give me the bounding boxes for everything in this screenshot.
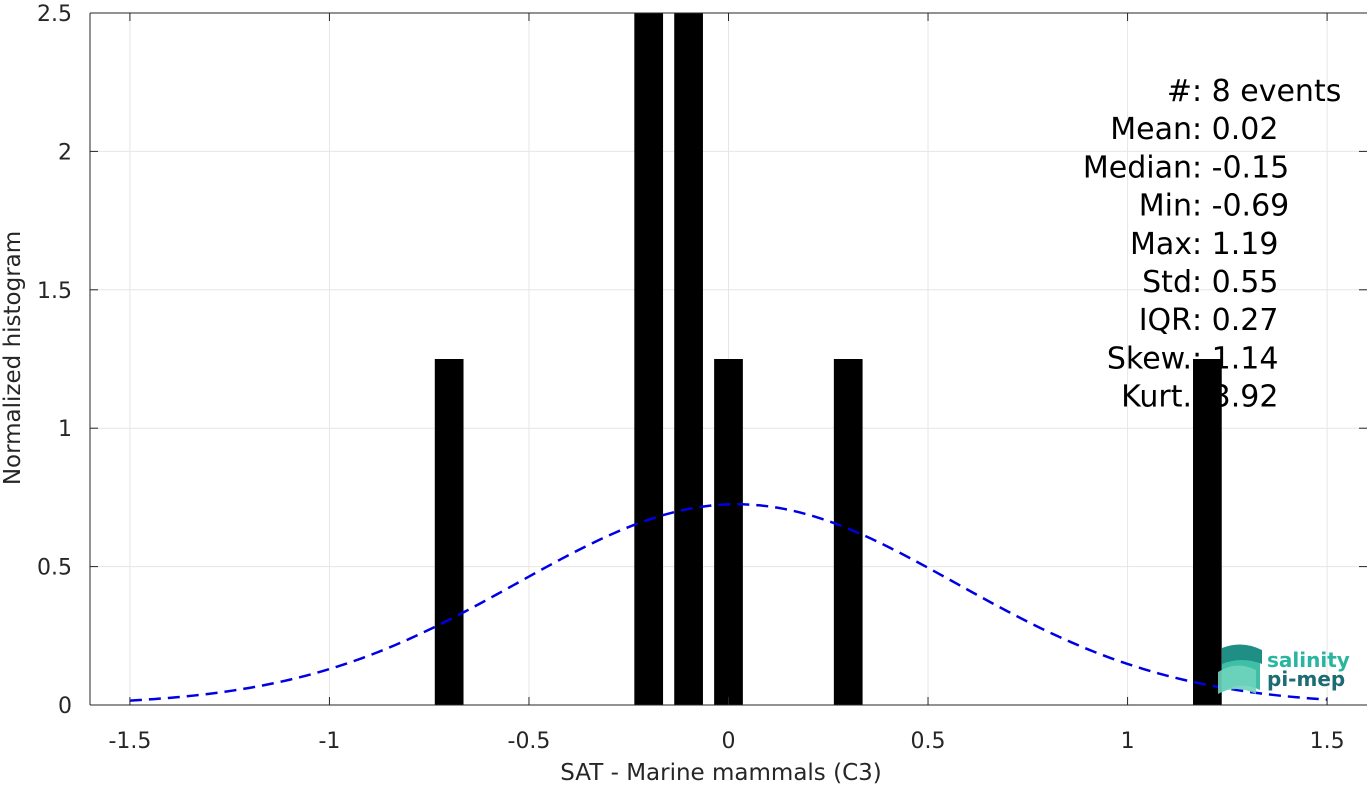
stat-label: Kurt.: [1121, 380, 1192, 415]
logo-text-pimep: pi-mep: [1267, 667, 1345, 691]
histogram-bar: [634, 13, 664, 705]
wave-logo-icon: [1218, 644, 1262, 694]
y-tick-label: 0: [58, 694, 72, 719]
x-axis-title: SAT - Marine mammals (C3): [560, 760, 882, 785]
x-tick-label: -0.5: [508, 729, 551, 754]
x-tick-label: 0: [722, 729, 736, 754]
stat-label: Min: [1139, 189, 1192, 224]
stat-label: Max: [1130, 227, 1192, 262]
stat-value: : 0.55: [1192, 265, 1278, 300]
stat-label: Skew.: [1107, 341, 1192, 376]
y-tick-labels: 0 0.5 1 1.5 2 2.5: [37, 2, 72, 719]
x-tick-label: -1.5: [108, 729, 151, 754]
stat-value: : -0.15: [1192, 150, 1289, 185]
stat-value: : 3.92: [1192, 380, 1278, 415]
logo-text-salinity: salinity: [1267, 648, 1350, 672]
normal-fit-curve: [129, 502, 1328, 702]
stat-value: : -0.69: [1192, 189, 1289, 224]
y-tick-label: 2.5: [37, 2, 72, 27]
y-tick-label: 1: [58, 417, 72, 442]
histogram-bar: [1193, 359, 1222, 705]
histogram-bar: [434, 359, 464, 705]
stat-label: Median: [1083, 150, 1192, 185]
stat-label: #: [1167, 74, 1192, 109]
stat-value: : 0.27: [1192, 303, 1278, 338]
y-axis-title: Normalized histogram: [0, 231, 26, 485]
histogram-bars: [434, 13, 1222, 705]
histogram-bar: [674, 13, 703, 705]
stat-label: IQR: [1139, 303, 1192, 338]
x-tick-labels: -1.5 -1 -0.5 0 0.5 1 1.5: [108, 729, 1344, 754]
stat-value: : 1.19: [1192, 227, 1278, 262]
x-tick-label: -1: [318, 729, 340, 754]
stat-label: Std: [1142, 265, 1192, 300]
salinity-pimep-logo: salinity pi-mep: [1218, 644, 1350, 694]
histogram-bar: [714, 359, 743, 705]
y-tick-label: 1.5: [37, 279, 72, 304]
x-tick-label: 1: [1121, 729, 1135, 754]
axes: [89, 12, 1367, 706]
y-tick-label: 0.5: [37, 556, 72, 581]
stat-value: : 1.14: [1192, 341, 1278, 376]
stat-value: : 0.02: [1192, 112, 1278, 147]
x-tick-label: 1.5: [1310, 729, 1345, 754]
y-tick-label: 2: [58, 140, 72, 165]
stat-label: Mean: [1110, 112, 1192, 147]
x-tick-label: 0.5: [911, 729, 946, 754]
stat-value: : 8 events: [1192, 74, 1341, 109]
